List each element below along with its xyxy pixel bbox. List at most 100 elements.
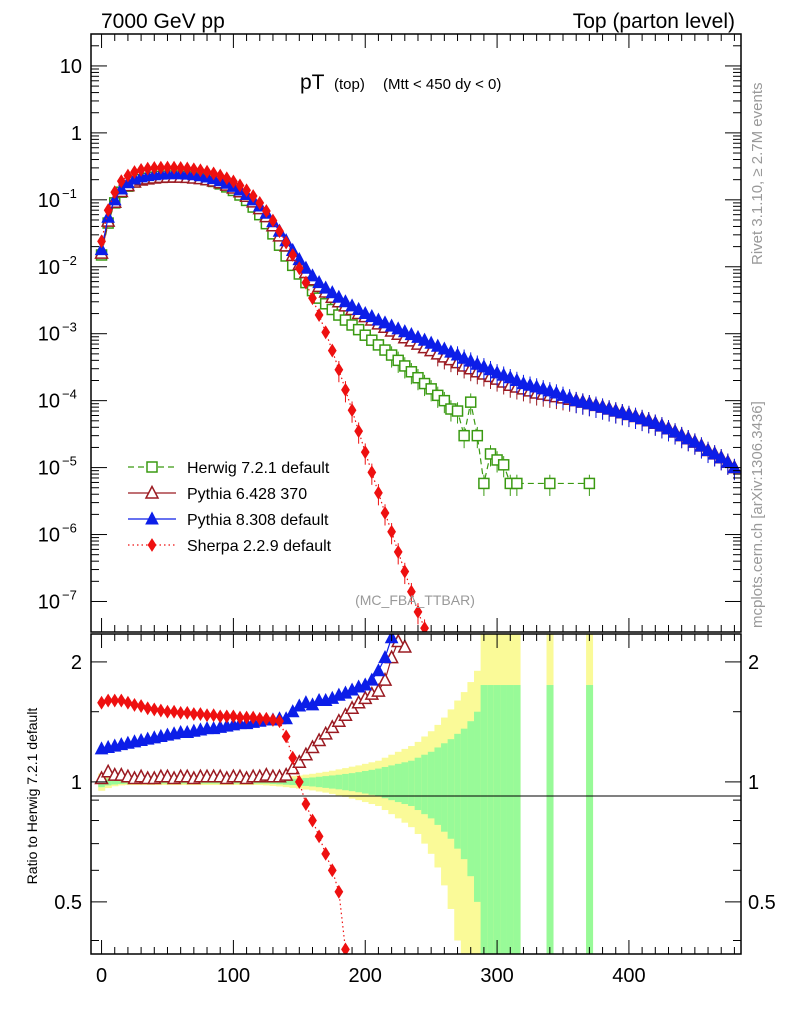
point-sherpa: [281, 235, 291, 250]
ratio-point-pythia8: [378, 650, 392, 664]
ratio-point-sherpa: [288, 750, 298, 765]
ratio-point-pythia6: [397, 638, 413, 653]
point-pythia8: [701, 442, 715, 457]
ratio-y-tick-label-right: 2: [748, 652, 759, 674]
point-pythia8: [655, 418, 669, 432]
header-right: Top (parton level): [573, 10, 735, 33]
point-sherpa: [400, 564, 410, 579]
ratio-point-pythia6: [298, 746, 314, 761]
legend-marker: [144, 484, 160, 499]
y-tick-exponent: −5: [62, 454, 77, 469]
ratio-point-sherpa: [163, 704, 172, 719]
band-inner-bin: [335, 774, 343, 790]
ratio-point-sherpa: [268, 713, 278, 727]
legend-symbol-pythia6: [128, 484, 176, 499]
ratio-point-sherpa: [242, 710, 251, 725]
ratio-line-sherpa: [101, 699, 347, 950]
y-tick-label: 10: [38, 525, 60, 547]
band-inner-bin: [447, 739, 455, 839]
point-pythia8: [668, 424, 682, 438]
band-inner-bin: [474, 711, 482, 902]
band-inner-bin: [487, 685, 495, 954]
y-tick-label: 10: [38, 458, 60, 480]
y-tick-exponent: −1: [62, 186, 77, 201]
plot-title-sub1: (top): [334, 76, 365, 93]
band-inner-bin: [302, 777, 310, 786]
ratio-point-sherpa: [327, 863, 337, 878]
legend-entry-sherpa: Sherpa 2.2.9 default: [128, 538, 332, 555]
point-sherpa: [288, 248, 298, 262]
point-pythia8: [397, 324, 412, 338]
point-sherpa: [182, 161, 192, 176]
point-herwig: [544, 477, 556, 490]
ratio-point-sherpa: [308, 813, 317, 828]
ratio-point-pythia6: [338, 707, 353, 721]
point-pythia8: [404, 327, 419, 341]
point-pythia8: [714, 450, 729, 464]
band-inner-bin: [375, 768, 383, 797]
ratio-point-sherpa: [136, 699, 146, 713]
y-tick-label: 10: [60, 56, 82, 78]
ratio-series-pythia8: [94, 634, 399, 755]
point-pythia8: [463, 353, 478, 367]
band-inner-bin: [506, 685, 514, 954]
point-pythia8: [661, 421, 676, 435]
band-inner-bin: [289, 778, 297, 786]
point-sherpa: [215, 168, 225, 183]
ratio-point-sherpa: [130, 697, 139, 712]
x-tick-label: 200: [349, 965, 382, 987]
y-tick-label: 10: [38, 591, 60, 613]
ratio-point-sherpa: [314, 829, 324, 844]
point-sherpa: [341, 382, 350, 397]
ratio-point-sherpa: [281, 729, 291, 744]
band-inner-bin: [394, 763, 402, 803]
point-herwig: [464, 396, 477, 408]
ratio-point-sherpa: [235, 710, 245, 725]
band-inner-bin: [546, 685, 554, 954]
band-inner-bin: [500, 685, 508, 954]
point-pythia8: [391, 321, 406, 335]
band-inner-bin: [421, 754, 429, 815]
ratio-series-pythia6: [94, 634, 413, 785]
point-herwig: [471, 429, 484, 442]
point-herwig: [511, 477, 523, 490]
band-inner-bin: [434, 747, 442, 825]
plot-title-sub2: (Mtt < 450 dy < 0): [383, 76, 501, 93]
ratio-point-pythia6: [292, 754, 307, 769]
point-pythia8: [681, 431, 696, 445]
ratio-point-sherpa: [156, 703, 166, 718]
series-sherpa: [97, 160, 429, 632]
point-herwig: [497, 459, 510, 471]
y-tick-label: 10: [38, 391, 60, 413]
point-pythia8: [378, 315, 392, 329]
ratio-point-sherpa: [123, 695, 133, 710]
ratio-point-sherpa: [189, 707, 199, 721]
ratio-point-sherpa: [301, 797, 311, 811]
ratio-point-sherpa: [321, 846, 331, 861]
ratio-point-pythia8: [371, 663, 386, 677]
point-herwig: [458, 429, 470, 442]
point-pythia8: [338, 294, 353, 308]
ratio-y-tick-label: 1: [71, 772, 82, 794]
point-pythia8: [477, 359, 491, 373]
ratio-y-label: Ratio to Herwig 7.2.1 default: [24, 708, 40, 885]
ratio-point-sherpa: [222, 709, 232, 724]
band-inner-bin: [104, 778, 112, 786]
ratio-uncertainty-bands: [98, 634, 594, 954]
legend-marker: [146, 461, 158, 473]
ratio-point-sherpa: [103, 693, 113, 708]
point-pythia8: [457, 350, 471, 364]
band-inner-bin: [586, 685, 594, 954]
ratio-point-pythia6: [377, 672, 393, 686]
point-pythia8: [358, 305, 373, 320]
point-sherpa: [327, 343, 337, 358]
plot-title-main: pT: [300, 71, 325, 94]
point-pythia8: [351, 301, 366, 315]
ratio-point-pythia6: [305, 739, 320, 754]
band-inner-bin: [309, 777, 317, 787]
y-tick-label: 10: [38, 324, 60, 346]
ratio-point-pythia6: [94, 770, 109, 785]
point-sherpa: [354, 424, 364, 439]
